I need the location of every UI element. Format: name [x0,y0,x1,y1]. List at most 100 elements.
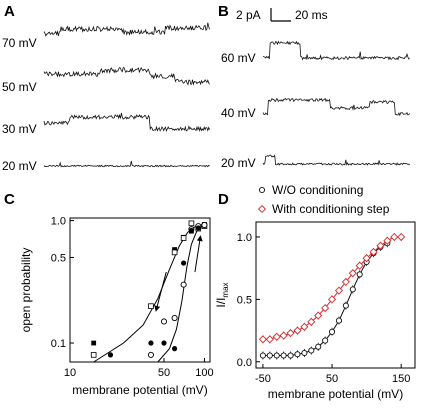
y-tick-label-d: 1.0 [237,232,252,244]
arrow-c [154,271,167,312]
data-point-d [301,349,308,357]
trace-label-a-30mv: 30 mV [2,122,37,136]
x-tick-label-c: 50 [158,367,170,379]
legend-marker-d [257,204,267,214]
data-point-c [90,352,97,358]
data-point-c [181,260,187,266]
trace-group-a [43,22,210,168]
data-point-c [188,220,195,227]
trace-label-b-40mv: 40 mV [221,106,256,120]
trace-label-b-60mv: 60 mV [221,51,256,65]
data-point-d [348,269,357,278]
data-point-c [172,346,178,352]
data-point-d [376,241,385,250]
trace-a-30mv [43,112,210,133]
data-point-d [314,311,323,320]
scalebar-current-label: 2 pA [236,8,261,22]
data-point-d [294,351,301,358]
data-point-d [335,317,343,324]
y-tick-label-d: 0.0 [237,357,252,369]
trace-b-20mv [262,154,410,166]
data-point-d [259,352,266,359]
trace-group-b [262,40,411,166]
x-tick-label-c: 100 [195,367,213,379]
plot-frame [255,221,416,369]
y-tick-label-c: 1.0 [51,216,66,228]
data-point-d [287,352,294,359]
data-point-d [273,352,280,359]
x-tick-label-d: -50 [255,373,271,385]
scalebar-b: 2 pA 20 ms [236,8,328,22]
panel-letter-c: C [4,191,15,208]
data-point-d [307,317,316,326]
scalebar-time-label: 20 ms [295,8,328,22]
data-point-d [341,277,350,286]
data-point-d [369,247,378,256]
data-point-d [279,331,288,340]
data-point-c [91,340,97,346]
data-point-c [160,318,168,325]
trace-a-50mv [43,66,210,86]
data-point-c [180,235,187,241]
data-point-d [321,304,330,313]
trace-a-20mv [43,160,210,168]
chart-c: 10 50 100 0.1 0.5 1.0 membrane potential (mV) o… [19,216,214,397]
data-point-d [315,343,322,350]
x-tick-label-c: 10 [64,367,76,379]
legend-marker-d [258,186,266,194]
data-point-c [148,303,154,309]
fit-curve-d [262,236,402,340]
data-point-d [266,352,273,359]
trace-label-a-20mv: 20 mV [2,159,37,173]
data-point-d [349,286,356,293]
data-point-d [293,326,302,335]
trace-label-a-50mv: 50 mV [2,80,37,94]
legend-label-d: With conditioning step [272,202,390,216]
data-point-d [286,329,295,338]
x-axis-label-c: membrane potential (mV) [72,383,207,397]
data-point-c [147,351,154,358]
trace-label-a-70mv: 70 mV [2,36,37,50]
data-point-c [201,221,208,229]
arrow-c [194,235,203,273]
data-point-d [342,302,349,309]
trace-a-70mv [43,22,210,37]
panel-letter-d: D [218,191,229,208]
data-point-c [171,249,178,256]
data-point-d [308,347,315,354]
trace-label-b-20mv: 20 mV [221,156,256,170]
data-point-d [383,236,392,245]
data-point-c [171,314,178,322]
data-point-c [195,225,201,231]
y-tick-label-c: 0.1 [51,338,66,350]
legend-label-d: W/O conditioning [272,183,363,197]
data-point-d [300,322,309,331]
data-point-d [328,328,336,335]
data-point-d [328,295,337,304]
data-point-c [161,340,167,346]
data-point-d [265,335,274,344]
plot-frame [69,217,211,363]
data-point-d [355,261,364,270]
data-point-d [334,286,343,295]
panel-letter-a: A [4,3,15,20]
data-point-d [356,271,363,278]
trace-b-40mv [262,97,411,117]
panel-letter-b: B [218,3,229,20]
data-point-d [322,337,329,344]
x-axis-label-d: membrane potential (mV) [268,387,403,401]
data-point-c [180,281,187,288]
data-point-d [397,232,406,242]
data-point-d [258,335,267,344]
y-axis-label-c: open probability [19,248,33,333]
data-point-c [107,352,114,358]
y-tick-label-d: 0.5 [237,294,252,306]
chart-d: -50 50 150 0.0 0.5 1.0 membrane potential (mV)… [214,183,416,401]
x-tick-label-d: 50 [326,373,338,385]
data-point-d [390,232,399,242]
y-tick-label-c: 0.5 [51,252,66,264]
trace-b-60mv [262,40,410,61]
data-point-c [188,227,195,234]
data-point-d [272,332,281,341]
